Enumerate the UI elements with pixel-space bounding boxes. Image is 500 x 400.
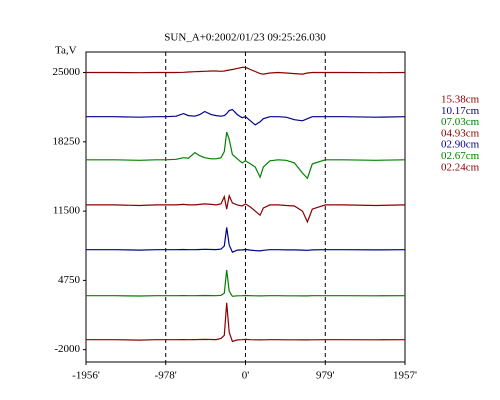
profile-line bbox=[86, 227, 406, 253]
profile-line bbox=[86, 66, 406, 75]
legend-entry: 15.38cm bbox=[441, 94, 480, 106]
y-tick-label: 25000 bbox=[53, 66, 81, 78]
x-tick-label: -978' bbox=[155, 370, 177, 382]
legend-entry: 02.67cm bbox=[441, 150, 480, 162]
profile-line bbox=[86, 131, 406, 180]
y-axis-label: Ta,V bbox=[55, 45, 77, 57]
x-tick-label: 1957' bbox=[393, 370, 417, 382]
x-tick-label: -1956' bbox=[72, 370, 100, 382]
profile-line bbox=[86, 108, 406, 126]
y-tick-label: 11500 bbox=[53, 205, 81, 217]
chart-title: SUN_A+0:2002/01/23 09:25:26.030 bbox=[164, 32, 326, 44]
legend-entry: 02.90cm bbox=[441, 139, 480, 151]
profile-line bbox=[86, 193, 406, 224]
y-tick-label: -2000 bbox=[54, 343, 80, 355]
x-tick-label: 979' bbox=[316, 370, 335, 382]
legend-entry: 07.03cm bbox=[441, 116, 480, 128]
legend-entry: 10.17cm bbox=[441, 105, 480, 117]
y-tick-label: 18250 bbox=[53, 135, 81, 147]
x-tick-label: 0' bbox=[242, 370, 250, 382]
profile-line bbox=[86, 302, 406, 343]
legend-entry: 02.24cm bbox=[441, 161, 480, 173]
y-tick-label: 4750 bbox=[58, 274, 81, 286]
legend-entry: 04.93cm bbox=[441, 127, 480, 139]
profile-line bbox=[86, 269, 406, 297]
